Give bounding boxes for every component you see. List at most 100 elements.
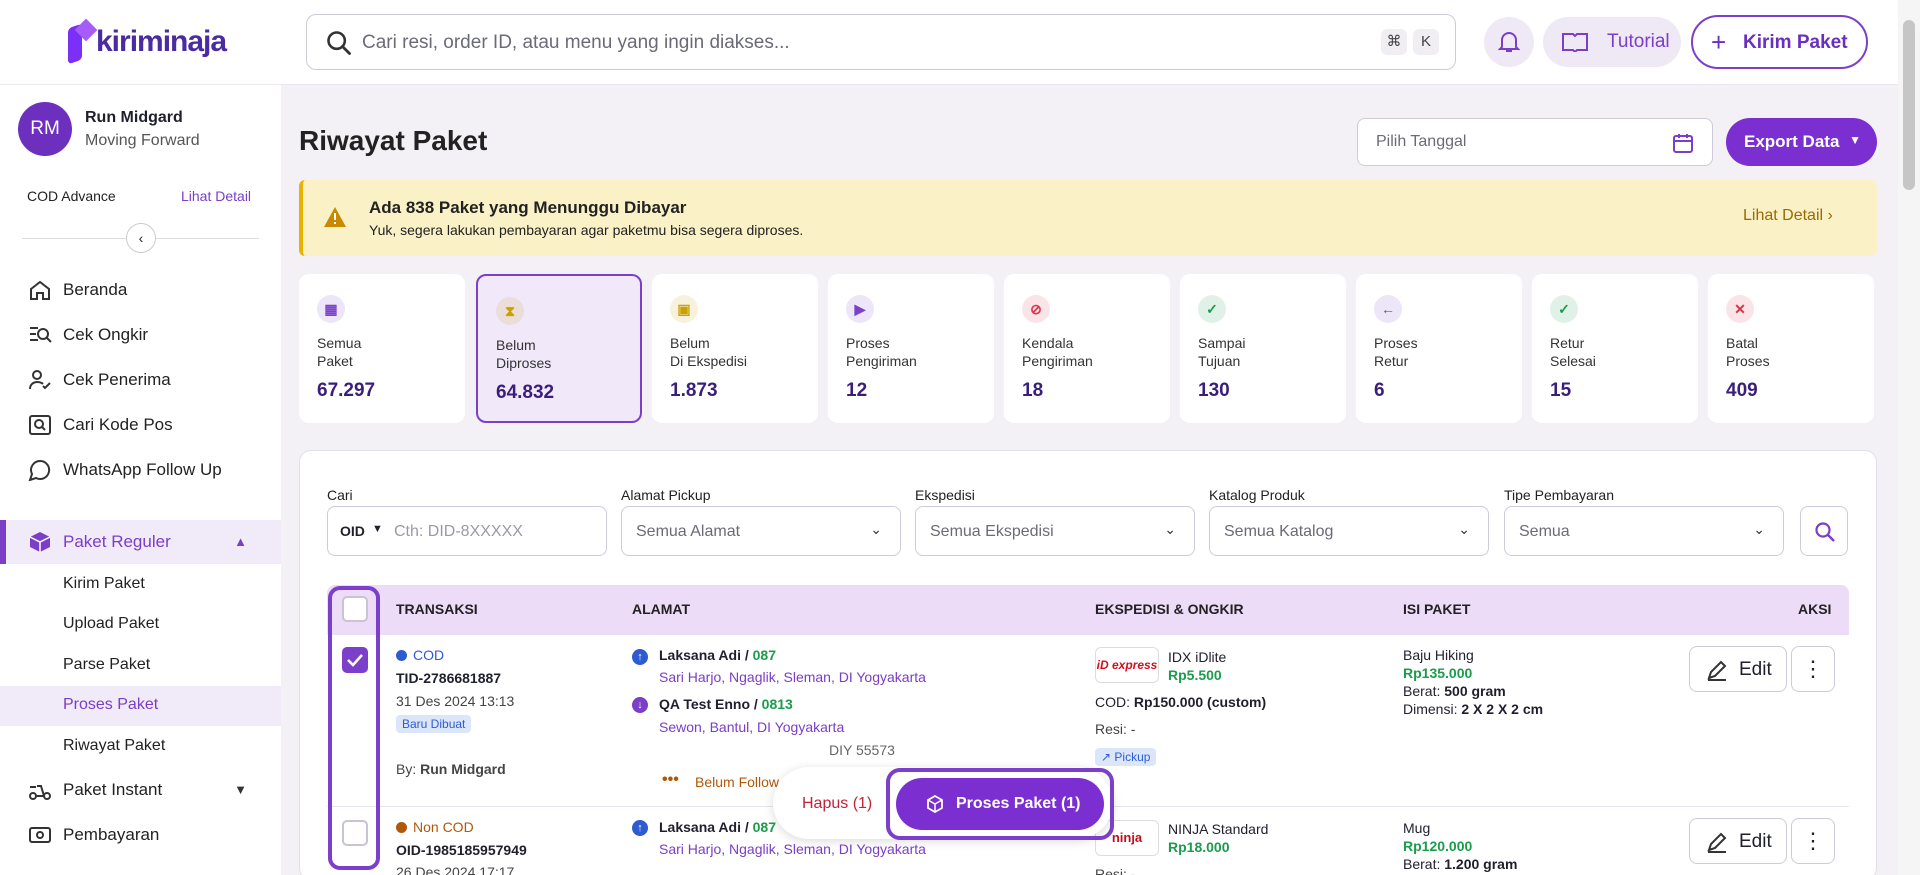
- stat-value: 409: [1726, 380, 1758, 401]
- kebab-icon: ⋮: [1802, 828, 1824, 853]
- chevron-down-icon: ▼: [1849, 133, 1861, 147]
- edit-button[interactable]: Edit: [1689, 646, 1787, 692]
- row-checkbox-checked[interactable]: [342, 647, 368, 673]
- select-all-checkbox[interactable]: [342, 596, 368, 622]
- hapus-button[interactable]: Hapus (1): [802, 795, 873, 812]
- kirim-paket-button[interactable]: + Kirim Paket: [1691, 15, 1868, 69]
- nav-label: Cek Ongkir: [63, 325, 149, 344]
- arrow-down-icon: ↓: [632, 697, 648, 713]
- shipping-cost: Rp18.000: [1168, 839, 1230, 855]
- weight-label: Berat:: [1403, 856, 1441, 872]
- collapse-sidebar-button[interactable]: ‹: [126, 223, 156, 253]
- by-label: By:: [396, 761, 417, 777]
- stat-card-sampai-tujuan[interactable]: ✓ Sampai Tujuan 130: [1180, 274, 1346, 423]
- proses-paket-button[interactable]: Proses Paket (1): [896, 778, 1104, 830]
- edit-button[interactable]: Edit: [1689, 818, 1787, 864]
- logo[interactable]: kiriminaja: [64, 20, 227, 64]
- oid-search-field[interactable]: OID ▼ Cth: DID-8XXXXX: [327, 506, 607, 556]
- tutorial-button[interactable]: Tutorial: [1543, 17, 1681, 67]
- filter-search-button[interactable]: [1800, 506, 1848, 556]
- stat-card-kendala-pengiriman[interactable]: ⊘ Kendala Pengiriman 18: [1004, 274, 1170, 423]
- cod-dot-icon: [396, 650, 407, 661]
- courier-name: IDX iDlite: [1168, 649, 1227, 665]
- tutorial-label: Tutorial: [1607, 31, 1670, 52]
- export-label: Export Data: [1744, 132, 1840, 151]
- transaction-id[interactable]: TID-2786681887: [396, 670, 502, 686]
- stat-card-retur-selesai[interactable]: ✓ Retur Selesai 15: [1532, 274, 1698, 423]
- ekspedisi-select[interactable]: Semua Ekspedisi ⌄: [915, 506, 1195, 556]
- search-icon: [1815, 522, 1835, 542]
- chevron-down-icon: ⌄: [1458, 521, 1470, 537]
- more-actions-button[interactable]: ⋮: [1791, 646, 1835, 692]
- nav-label: WhatsApp Follow Up: [63, 460, 222, 479]
- top-bar: kiriminaja Cari resi, order ID, atau men…: [0, 0, 1898, 85]
- page-scrollbar[interactable]: [1898, 0, 1920, 875]
- chevron-down-icon: ▼: [372, 523, 383, 535]
- edit-label: Edit: [1739, 659, 1772, 680]
- stat-card-proses-pengiriman[interactable]: ▶ Proses Pengiriman 12: [828, 274, 994, 423]
- oid-type-select[interactable]: OID: [340, 523, 365, 539]
- sidebar: RM Run Midgard Moving Forward COD Advanc…: [0, 85, 281, 875]
- pickup-select[interactable]: Semua Alamat ⌄: [621, 506, 901, 556]
- nav-section-paket-reguler[interactable]: Paket Reguler ▲: [0, 520, 281, 564]
- sub-item-upload-paket[interactable]: Upload Paket: [0, 605, 281, 645]
- katalog-select[interactable]: Semua Katalog ⌄: [1209, 506, 1489, 556]
- stat-card-semua-paket[interactable]: ▦ Semua Paket 67.297: [299, 274, 465, 423]
- sub-label: Riwayat Paket: [63, 737, 166, 754]
- alert-lihat-detail-link[interactable]: Lihat Detail ›: [1743, 207, 1833, 225]
- user-name: Run Midgard: [85, 109, 183, 126]
- nav-item-paket-instant[interactable]: Paket Instant ▼: [0, 768, 281, 812]
- nav-label: Cek Penerima: [63, 370, 171, 389]
- stat-card-proses-retur[interactable]: ← Proses Retur 6: [1356, 274, 1522, 423]
- resi-value: -: [1130, 866, 1136, 875]
- nav-item-whatsapp[interactable]: WhatsApp Follow Up: [0, 448, 281, 492]
- transaction-date: 26 Des 2024 17:17: [396, 864, 515, 875]
- sub-label: Upload Paket: [63, 615, 160, 632]
- stat-value: 64.832: [496, 382, 555, 403]
- sub-item-riwayat-paket[interactable]: Riwayat Paket: [0, 727, 281, 767]
- payment-alert: Ada 838 Paket yang Menunggu Dibayar Yuk,…: [299, 180, 1877, 256]
- stat-icon: ✓: [1550, 295, 1578, 323]
- item-price: Rp120.000: [1403, 838, 1473, 854]
- shipping-cost: Rp5.500: [1168, 667, 1222, 683]
- stat-card-belum-diproses[interactable]: ⧗ Belum Diproses 64.832: [476, 274, 642, 423]
- tipe-pembayaran-select[interactable]: Semua ⌄: [1504, 506, 1784, 556]
- created-by: Run Midgard: [420, 761, 506, 777]
- cod-lihat-detail-link[interactable]: Lihat Detail: [181, 188, 252, 204]
- date-picker[interactable]: Pilih Tanggal: [1357, 118, 1713, 166]
- warning-icon: [324, 207, 346, 227]
- row-checkbox[interactable]: [342, 820, 368, 846]
- col-aksi: AKSI: [1798, 601, 1832, 617]
- sub-item-parse-paket[interactable]: Parse Paket: [0, 646, 281, 686]
- sub-item-proses-paket[interactable]: Proses Paket: [0, 686, 281, 726]
- stat-value: 12: [846, 380, 868, 401]
- col-isi-paket: ISI PAKET: [1403, 601, 1471, 617]
- proses-paket-highlight: Proses Paket (1): [886, 768, 1114, 840]
- nav-item-beranda[interactable]: Beranda: [0, 268, 281, 312]
- notification-button[interactable]: [1484, 17, 1534, 67]
- follow-status[interactable]: Belum Follow: [695, 774, 780, 790]
- non-cod-dot-icon: [396, 822, 407, 833]
- stat-card-batal-proses[interactable]: ✕ Batal Proses 409: [1708, 274, 1874, 423]
- cmd-key: ⌘: [1381, 29, 1407, 55]
- courier-logo: iD express: [1095, 647, 1159, 683]
- sender-name: Laksana Adi: [659, 647, 741, 663]
- nav-item-pembayaran[interactable]: Pembayaran: [0, 813, 281, 857]
- bell-icon: [1498, 32, 1520, 52]
- selection-column-highlight: [328, 586, 380, 870]
- postal-code: DIY 55573: [829, 742, 895, 758]
- nav-item-cek-ongkir[interactable]: Cek Ongkir: [0, 313, 281, 357]
- scrollbar-thumb[interactable]: [1903, 20, 1915, 190]
- global-search[interactable]: Cari resi, order ID, atau menu yang ingi…: [306, 14, 1456, 70]
- nav-item-cari-kode-pos[interactable]: Cari Kode Pos: [0, 403, 281, 447]
- transaction-id[interactable]: OID-1985185957949: [396, 842, 527, 858]
- export-data-button[interactable]: Export Data ▼: [1726, 118, 1877, 166]
- sub-item-kirim-paket[interactable]: Kirim Paket: [0, 565, 281, 605]
- nav-item-cek-penerima[interactable]: Cek Penerima: [0, 358, 281, 402]
- whatsapp-icon: [28, 459, 51, 481]
- stat-card-belum-di-ekspedisi[interactable]: ▣ Belum Di Ekspedisi 1.873: [652, 274, 818, 423]
- avatar[interactable]: RM: [18, 102, 72, 156]
- more-actions-button[interactable]: ⋮: [1791, 818, 1835, 864]
- filter-katalog-label: Katalog Produk: [1209, 487, 1305, 503]
- filter-tipe-label: Tipe Pembayaran: [1504, 487, 1614, 503]
